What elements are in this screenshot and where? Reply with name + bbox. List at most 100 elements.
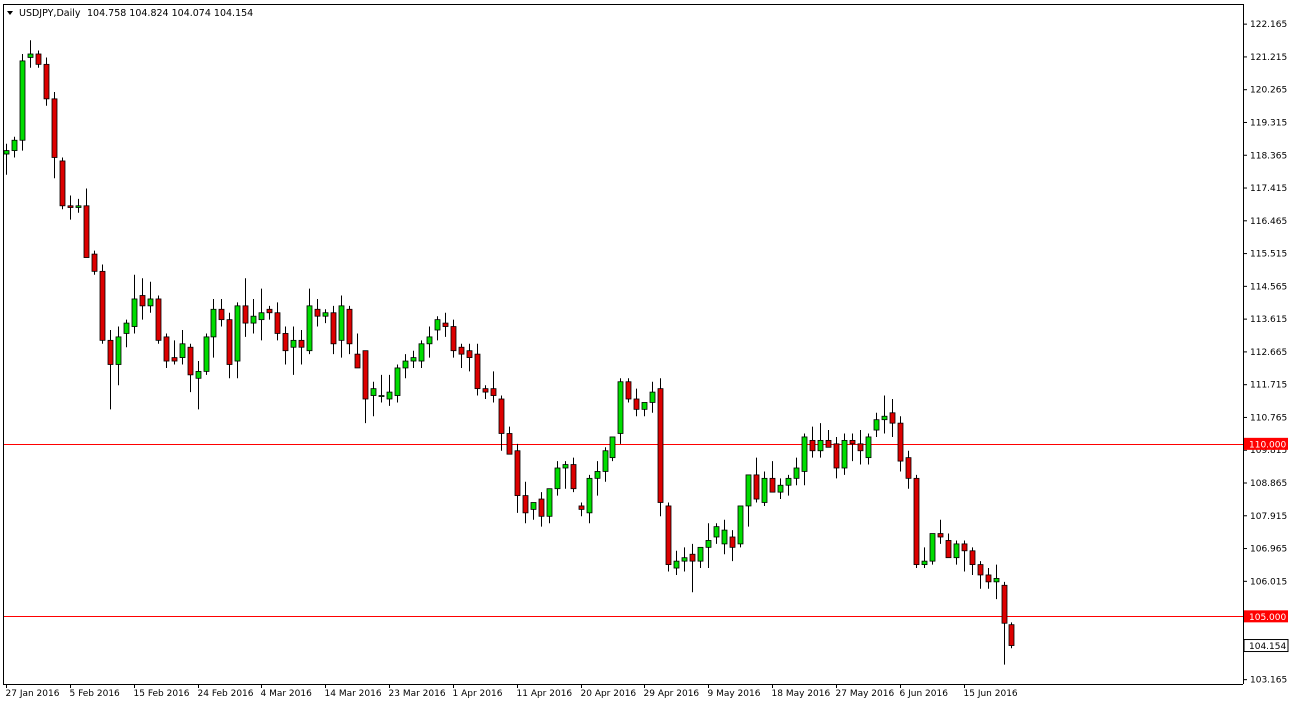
candle-body bbox=[833, 443, 840, 469]
candle-body bbox=[147, 298, 154, 307]
candle-body bbox=[226, 319, 233, 365]
candle-body bbox=[266, 308, 273, 314]
candle-body bbox=[458, 346, 465, 355]
candle-body bbox=[609, 436, 616, 459]
time-tick-label: 18 May 2016 bbox=[772, 689, 831, 699]
candle-body bbox=[761, 477, 768, 503]
time-tick-label: 15 Feb 2016 bbox=[134, 689, 190, 699]
candle-body bbox=[75, 205, 82, 208]
candle-body bbox=[586, 477, 593, 514]
candle-body bbox=[155, 298, 162, 341]
candle-body bbox=[378, 395, 385, 397]
candle-body bbox=[250, 315, 257, 324]
candle-body bbox=[849, 439, 856, 445]
candle-body bbox=[362, 350, 369, 400]
candle-body bbox=[426, 336, 433, 345]
candle-body bbox=[793, 467, 800, 479]
ohlc-values: 104.758 104.824 104.074 104.154 bbox=[87, 8, 253, 19]
price-tick-label: 116.465 bbox=[1250, 217, 1287, 227]
candle-body bbox=[633, 398, 640, 410]
candle-body bbox=[163, 336, 170, 362]
chart-header: USDJPY,Daily 104.758 104.824 104.074 104… bbox=[7, 8, 253, 19]
candle-body bbox=[913, 477, 920, 565]
candle-body bbox=[314, 308, 321, 317]
time-tick-label: 5 Feb 2016 bbox=[70, 689, 121, 699]
time-tick-label: 6 Jun 2016 bbox=[900, 689, 949, 699]
candle-body bbox=[657, 388, 664, 503]
candle-body bbox=[921, 560, 928, 565]
candle-body bbox=[27, 53, 34, 58]
price-axis: 122.165 121.215 120.265 119.315 118.365 117.4… bbox=[1243, 20, 1287, 686]
candle-body bbox=[889, 412, 896, 424]
candle-body bbox=[578, 505, 585, 510]
candle-body bbox=[306, 305, 313, 352]
candle-body bbox=[865, 436, 872, 459]
candle-body bbox=[721, 529, 728, 545]
candle-body bbox=[506, 433, 513, 455]
candle-body bbox=[322, 312, 329, 317]
candle-body bbox=[514, 450, 521, 496]
candle-body bbox=[179, 343, 186, 358]
candle-body bbox=[346, 308, 353, 345]
candle-body bbox=[745, 474, 752, 507]
candle-body bbox=[617, 381, 624, 434]
candle-body bbox=[210, 308, 217, 338]
candle-body bbox=[729, 536, 736, 548]
candle-body bbox=[602, 450, 609, 472]
candle-body bbox=[673, 560, 680, 569]
time-tick-label: 27 Jan 2016 bbox=[6, 689, 60, 699]
time-tick-label: 11 Apr 2016 bbox=[517, 689, 573, 699]
candle-body bbox=[498, 398, 505, 434]
candle-body bbox=[83, 205, 90, 258]
candle-body bbox=[825, 439, 832, 448]
candle-body bbox=[697, 546, 704, 562]
candle-body bbox=[139, 295, 146, 307]
candle-body bbox=[969, 550, 976, 565]
price-tick-label: 107.915 bbox=[1250, 512, 1287, 522]
candle-body bbox=[418, 343, 425, 362]
price-tick-label: 120.265 bbox=[1250, 86, 1287, 96]
time-tick-label: 15 Jun 2016 bbox=[964, 689, 1018, 699]
candle-body bbox=[689, 553, 696, 562]
candle-body bbox=[282, 333, 289, 352]
candle-body bbox=[107, 339, 114, 365]
candle-body bbox=[43, 63, 50, 100]
candle-body bbox=[290, 339, 297, 348]
candle-body bbox=[562, 464, 569, 469]
candle-body bbox=[67, 205, 74, 208]
candle-body bbox=[905, 457, 912, 479]
candle-body bbox=[234, 305, 241, 362]
candle-body bbox=[881, 415, 888, 421]
candle-body bbox=[546, 488, 553, 517]
price-tick-label: 106.965 bbox=[1250, 545, 1287, 555]
candle-body bbox=[801, 436, 808, 472]
time-tick-label: 23 Mar 2016 bbox=[389, 689, 446, 699]
price-tick-label: 111.715 bbox=[1250, 381, 1287, 391]
candle-body bbox=[625, 381, 632, 400]
price-tag-box bbox=[1244, 610, 1288, 623]
time-tick-label: 29 Apr 2016 bbox=[644, 689, 700, 699]
candle-body bbox=[51, 98, 58, 158]
candle-body bbox=[681, 557, 688, 562]
candle-body bbox=[522, 495, 529, 514]
price-tick-label: 103.165 bbox=[1250, 676, 1287, 686]
candle-body bbox=[530, 502, 537, 510]
candle-body bbox=[1001, 584, 1008, 624]
price-tag-label: 110.000 bbox=[1249, 440, 1286, 450]
time-tick-label: 4 Mar 2016 bbox=[261, 689, 313, 699]
candle-body bbox=[218, 308, 225, 321]
price-tag-box bbox=[1244, 437, 1288, 450]
time-tick-label: 14 Mar 2016 bbox=[325, 689, 382, 699]
candle-body bbox=[402, 360, 409, 369]
dropdown-triangle-icon[interactable] bbox=[7, 11, 13, 15]
symbol-label: USDJPY,Daily bbox=[19, 8, 81, 19]
price-tick-label: 117.415 bbox=[1250, 184, 1287, 194]
candle-body bbox=[3, 150, 10, 155]
candle-body bbox=[410, 357, 417, 362]
candle-body bbox=[977, 564, 984, 576]
candle-body bbox=[274, 312, 281, 334]
candle-body bbox=[945, 540, 952, 559]
candle-body bbox=[482, 388, 489, 393]
